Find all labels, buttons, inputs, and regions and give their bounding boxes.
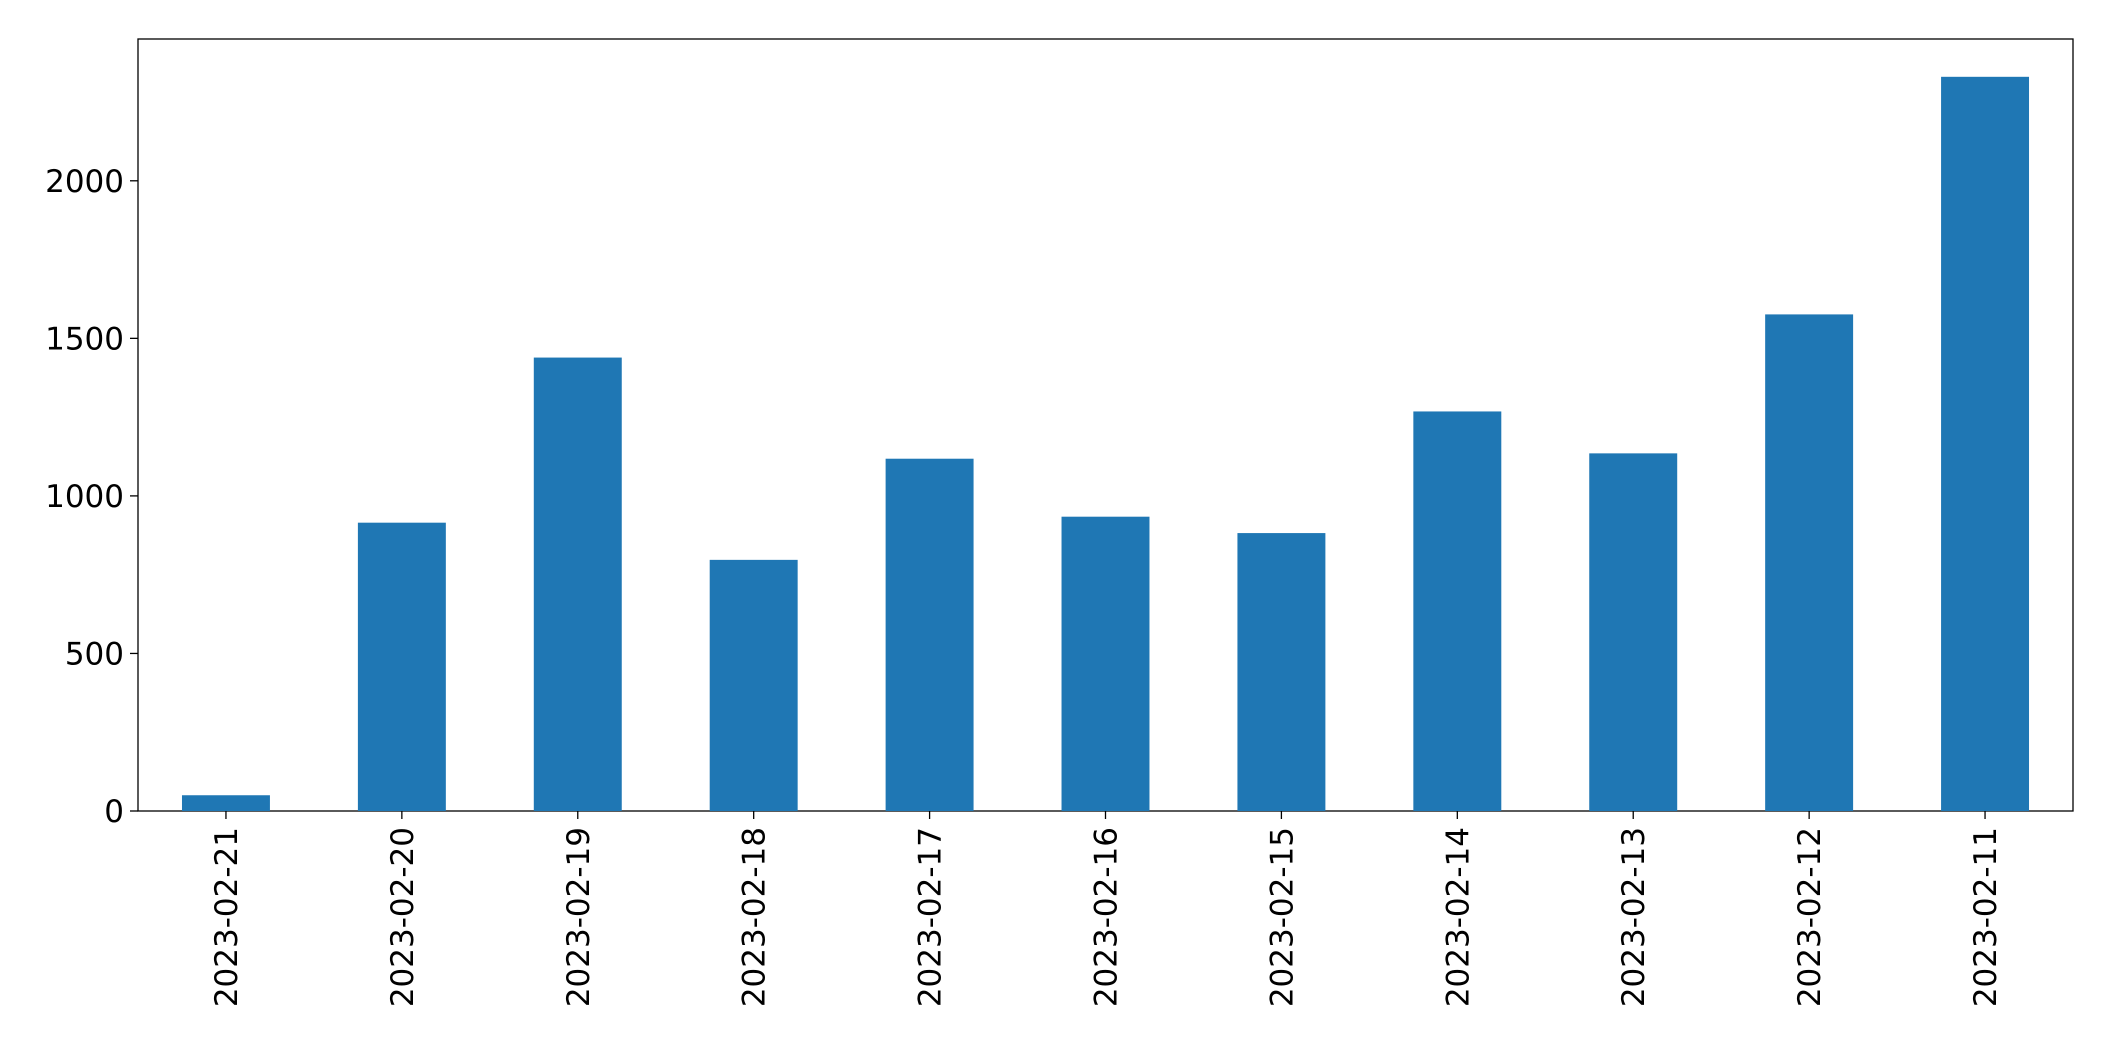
x-tick-label: 2023-02-12 — [1792, 827, 1828, 1007]
y-tick-label: 1500 — [45, 321, 124, 357]
bar — [1941, 76, 2030, 811]
x-tick-label: 2023-02-17 — [913, 827, 949, 1007]
x-tick-label: 2023-02-16 — [1089, 827, 1125, 1007]
bar — [1765, 314, 1854, 811]
x-tick-label: 2023-02-18 — [737, 827, 773, 1007]
bar — [181, 795, 270, 811]
x-tick-label: 2023-02-14 — [1440, 827, 1476, 1007]
bar — [709, 559, 798, 811]
x-tick-label: 2023-02-20 — [385, 827, 421, 1007]
y-tick-label: 1000 — [45, 479, 124, 515]
bar — [1589, 453, 1678, 811]
y-tick-label: 2000 — [45, 164, 124, 200]
y-tick-label: 0 — [104, 794, 124, 830]
x-tick-label: 2023-02-11 — [1968, 827, 2004, 1007]
x-tick-label: 2023-02-19 — [561, 827, 597, 1007]
bar — [1413, 411, 1502, 811]
bar — [357, 522, 446, 811]
bar — [885, 458, 974, 811]
bar — [1237, 533, 1326, 811]
x-tick-label: 2023-02-13 — [1616, 827, 1652, 1007]
bar — [533, 357, 622, 811]
x-tick-label: 2023-02-15 — [1264, 827, 1300, 1007]
x-tick-label: 2023-02-21 — [209, 827, 245, 1007]
bar — [1061, 516, 1150, 811]
y-tick-label: 500 — [65, 636, 124, 672]
